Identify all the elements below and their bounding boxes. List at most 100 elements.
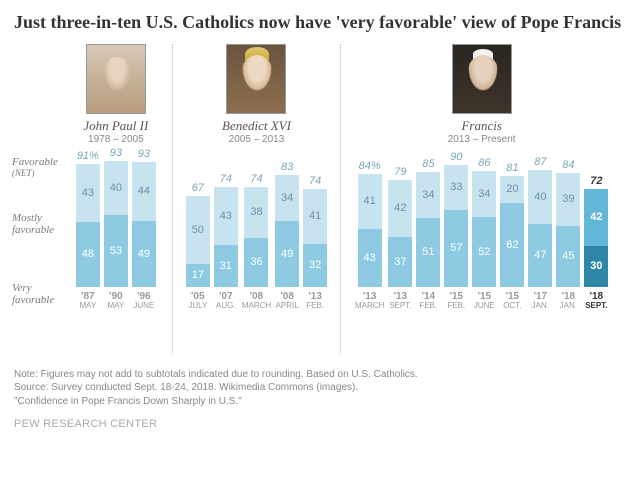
bar-stack: 4047 xyxy=(528,170,552,287)
net-value: 74 xyxy=(250,173,262,185)
bar-col: 74 3836 '08MARCH xyxy=(242,151,271,311)
x-tick: '13FEB. xyxy=(306,291,324,311)
bar-col: 79 4237 '13SEPT. xyxy=(388,151,412,311)
bar-stack: 2062 xyxy=(500,176,524,287)
segment-mostly-favorable: 40 xyxy=(104,161,128,215)
bar-stack: 5017 xyxy=(186,196,210,287)
segment-very-favorable: 51 xyxy=(416,218,440,287)
segment-mostly-favorable: 40 xyxy=(528,170,552,224)
segment-mostly-favorable: 38 xyxy=(244,187,268,238)
chart-footer: PEW RESEARCH CENTER xyxy=(14,418,622,430)
segment-mostly-favorable: 44 xyxy=(132,162,156,221)
segment-very-favorable: 30 xyxy=(584,246,608,287)
pope-years: 1978 – 2005 xyxy=(88,134,144,145)
segment-mostly-favorable: 41 xyxy=(303,189,327,244)
x-tick: '18SEPT. xyxy=(585,291,607,311)
segment-mostly-favorable: 34 xyxy=(275,175,299,221)
chart-notes: Note: Figures may not add to subtotals i… xyxy=(14,368,622,409)
net-value: 93 xyxy=(138,148,150,160)
net-value: 67 xyxy=(192,182,204,194)
x-tick: '08MARCH xyxy=(242,291,271,311)
bars-row: 84%4143'13MARCH794237'13SEPT.853451'14FE… xyxy=(355,151,608,311)
segment-very-favorable: 47 xyxy=(528,224,552,287)
net-value: 74 xyxy=(309,175,321,187)
bar-col: 744331'07AUG. xyxy=(214,151,238,311)
bar-stack: 4132 xyxy=(303,189,327,287)
x-tick: '96JUNE xyxy=(133,291,154,311)
x-tick: '05JULY xyxy=(188,291,207,311)
bar-col: 812062'15OCT. xyxy=(500,151,524,311)
bar-col: 84 3945 '18JAN. xyxy=(556,151,580,311)
x-tick: '87MAY xyxy=(79,291,96,311)
net-value: 85 xyxy=(422,158,434,170)
net-value: 91% xyxy=(77,150,99,162)
segment-mostly-favorable: 39 xyxy=(556,173,580,226)
pope-name: John Paul II xyxy=(83,118,148,134)
bar-stack: 3451 xyxy=(416,172,440,287)
pope-photo-francis xyxy=(452,44,512,114)
bar-col: 91%4348'87MAY xyxy=(76,151,100,311)
bar-col: 67 5017 '05JULY xyxy=(186,151,210,311)
panel-benedict_xvi: Benedict XVI2005 – 2013675017'05JULY7443… xyxy=(173,44,342,354)
bar-stack: 4331 xyxy=(214,187,238,287)
bar-col: 874047'17JAN. xyxy=(528,151,552,311)
net-value: 81 xyxy=(506,162,518,174)
bar-col: 74 4132 '13FEB. xyxy=(303,151,327,311)
note-line: Note: Figures may not add to subtotals i… xyxy=(14,368,622,382)
segment-mostly-favorable: 34 xyxy=(472,171,496,217)
segment-very-favorable: 43 xyxy=(358,229,382,287)
segment-very-favorable: 49 xyxy=(275,221,299,287)
bar-col: 934053'90MAY xyxy=(104,151,128,311)
net-value: 83 xyxy=(281,161,293,173)
segment-very-favorable: 62 xyxy=(500,203,524,287)
bar-stack: 4449 xyxy=(132,162,156,287)
bar-stack: 4143 xyxy=(358,174,382,287)
segment-mostly-favorable: 20 xyxy=(500,176,524,203)
bar-col: 84%4143'13MARCH xyxy=(355,151,384,311)
bar-col: 903357'15FEB. xyxy=(444,151,468,311)
pope-years: 2005 – 2013 xyxy=(229,134,285,145)
bar-col: 72 4230 '18SEPT. xyxy=(584,151,608,311)
bar-stack: 3945 xyxy=(556,173,580,287)
segment-very-favorable: 17 xyxy=(186,264,210,287)
x-tick: '17JAN. xyxy=(532,291,549,311)
segment-mostly-favorable: 33 xyxy=(444,165,468,210)
segment-mostly-favorable: 42 xyxy=(584,189,608,246)
x-tick: '13SEPT. xyxy=(389,291,411,311)
net-value: 72 xyxy=(590,175,602,187)
bars-row: 67 5017 '05JULY 74 4331 '07AUG. 74 3836 '08MARCH… xyxy=(186,151,327,311)
segment-very-favorable: 52 xyxy=(472,217,496,287)
x-tick: '90MAY xyxy=(107,291,124,311)
x-tick: '14FEB. xyxy=(419,291,437,311)
bar-stack: 4237 xyxy=(388,180,412,287)
net-value: 86 xyxy=(478,157,490,169)
net-value: 90 xyxy=(450,151,462,163)
bar-col: 85 3451 '14FEB. xyxy=(416,151,440,311)
x-tick: '15JUNE xyxy=(474,291,495,311)
x-tick: '07AUG. xyxy=(216,291,236,311)
net-value: 84 xyxy=(562,159,574,171)
panel-john_paul_ii: John Paul II1978 – 200591%4348'87MAY9340… xyxy=(60,44,173,354)
segment-very-favorable: 45 xyxy=(556,226,580,287)
bar-stack: 3836 xyxy=(244,187,268,287)
segment-very-favorable: 31 xyxy=(214,245,238,287)
bar-stack: 3449 xyxy=(275,175,299,287)
bar-col: 833449'08APRIL xyxy=(275,151,299,311)
segment-very-favorable: 49 xyxy=(132,221,156,287)
pope-name: Francis xyxy=(461,118,501,134)
note-line: Source: Survey conducted Sept. 18-24, 20… xyxy=(14,381,622,395)
x-tick: '13MARCH xyxy=(355,291,384,311)
bar-stack: 4230 xyxy=(584,189,608,287)
segment-very-favorable: 53 xyxy=(104,215,128,287)
net-value: 93 xyxy=(110,147,122,159)
segment-mostly-favorable: 43 xyxy=(76,164,100,222)
bar-stack: 4053 xyxy=(104,161,128,287)
segment-mostly-favorable: 50 xyxy=(186,196,210,264)
segment-mostly-favorable: 41 xyxy=(358,174,382,229)
x-tick: '18JAN. xyxy=(560,291,577,311)
net-value: 79 xyxy=(394,166,406,178)
bars-row: 91%4348'87MAY934053'90MAY934449'96JUNE xyxy=(76,151,156,311)
segment-mostly-favorable: 42 xyxy=(388,180,412,237)
chart-area: Favorable (NET) Mostly favorable Very fa… xyxy=(14,44,622,354)
pope-photo-benedict_xvi xyxy=(226,44,286,114)
